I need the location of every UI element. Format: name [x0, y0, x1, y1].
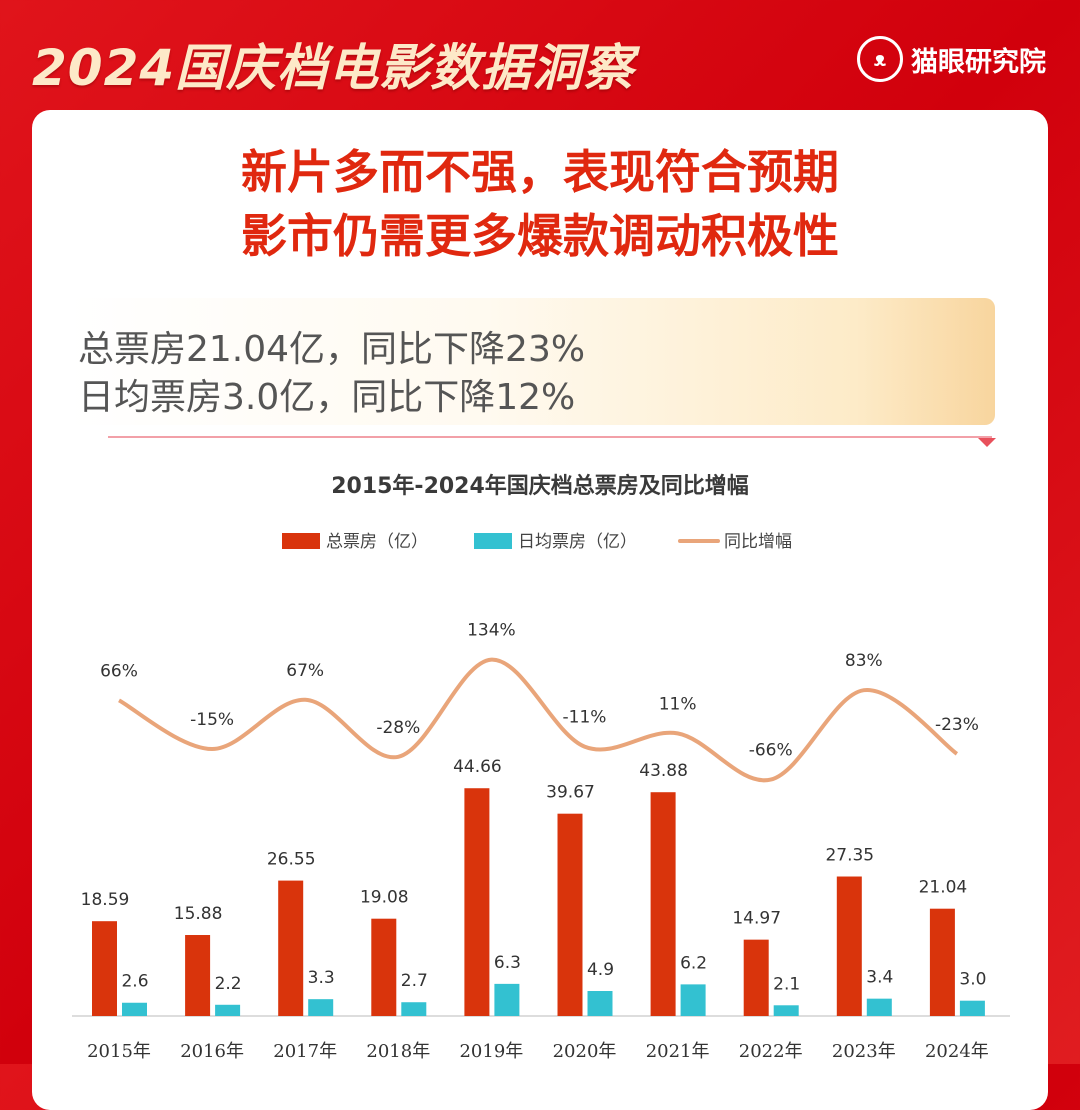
x-tick-label: 2020年 — [553, 1041, 617, 1062]
bar-label-daily: 3.0 — [959, 970, 986, 990]
growth-line — [118, 657, 959, 783]
growth-label: 83% — [845, 651, 883, 671]
bar-daily — [494, 983, 520, 1016]
bar-label-daily: 6.3 — [494, 953, 521, 973]
bar-daily — [587, 991, 613, 1016]
x-tick-label: 2022年 — [739, 1041, 803, 1062]
bar-label-total: 26.55 — [267, 850, 316, 870]
headline-line-2: 影市仍需更多爆款调动积极性 — [241, 209, 839, 263]
x-tick-label: 2021年 — [646, 1041, 710, 1062]
bar-total — [278, 880, 304, 1016]
x-tick-label: 2015年 — [87, 1041, 151, 1062]
legend-label-total: 总票房（亿） — [326, 532, 428, 552]
bar-label-total: 14.97 — [732, 909, 781, 929]
growth-label: 66% — [100, 661, 138, 681]
bar-label-total: 21.04 — [919, 878, 968, 898]
legend-swatch-total — [282, 533, 320, 549]
bar-total — [929, 908, 955, 1016]
triangle-marker-icon — [978, 438, 996, 447]
bar-total — [92, 921, 117, 1016]
bar-total — [743, 939, 769, 1016]
summary-daily: 日均票房3.0亿，同比下降12% — [78, 377, 576, 418]
bar-label-daily: 2.1 — [773, 974, 800, 994]
bar-label-daily: 2.2 — [215, 974, 242, 994]
page-title: 2024国庆档电影数据洞察 — [32, 39, 635, 97]
legend-label-daily: 日均票房（亿） — [518, 532, 637, 552]
bar-label-total: 43.88 — [639, 761, 688, 781]
bar-label-total: 39.67 — [546, 783, 595, 803]
bar-daily — [680, 984, 706, 1016]
chart-title: 2015年-2024年国庆档总票房及同比增幅 — [331, 473, 749, 499]
bar-label-total: 44.66 — [453, 757, 502, 777]
bar-daily — [401, 1002, 427, 1016]
bar-daily — [866, 998, 892, 1016]
bar-total — [371, 918, 397, 1016]
x-tick-label: 2018年 — [366, 1041, 430, 1062]
bar-label-daily: 3.4 — [866, 968, 893, 988]
growth-label: 134% — [467, 621, 516, 641]
growth-label: 11% — [659, 694, 697, 714]
growth-label: -66% — [749, 741, 793, 761]
bar-total — [650, 792, 676, 1016]
bar-total — [464, 788, 490, 1016]
bar-total — [836, 876, 862, 1016]
bar-label-daily: 3.3 — [308, 968, 335, 988]
x-tick-label: 2016年 — [180, 1041, 244, 1062]
bar-daily — [215, 1004, 241, 1016]
bar-label-daily: 2.6 — [121, 972, 148, 992]
bar-label-total: 18.59 — [81, 890, 130, 910]
bar-daily — [959, 1000, 985, 1016]
brand-name: 猫眼研究院 — [911, 46, 1046, 78]
x-tick-label: 2019年 — [459, 1041, 523, 1062]
bar-label-daily: 6.2 — [680, 953, 707, 973]
headline: 新片多而不强，表现符合预期 影市仍需更多爆款调动积极性 — [0, 140, 1080, 268]
summary-total: 总票房21.04亿，同比下降23% — [78, 329, 586, 370]
bar-daily — [773, 1005, 799, 1016]
headline-line-1: 新片多而不强，表现符合预期 — [241, 145, 839, 199]
x-tick-label: 2024年 — [925, 1041, 989, 1062]
legend-label-growth: 同比增幅 — [724, 532, 792, 552]
summary-box: 总票房21.04亿，同比下降23% 日均票房3.0亿，同比下降12% — [68, 298, 995, 425]
bar-daily — [122, 1002, 147, 1016]
x-tick-label: 2017年 — [273, 1041, 337, 1062]
bar-label-total: 19.08 — [360, 888, 409, 908]
bar-daily — [308, 999, 334, 1016]
bar-label-total: 27.35 — [825, 846, 874, 866]
growth-label: -28% — [376, 718, 420, 738]
bar-label-total: 15.88 — [174, 904, 223, 924]
bar-total — [185, 935, 211, 1016]
x-tick-label: 2023年 — [832, 1041, 896, 1062]
cat-logo-icon: ᴥ — [857, 36, 903, 82]
bar-label-daily: 2.7 — [401, 971, 428, 991]
growth-label: -11% — [563, 708, 607, 728]
growth-label: -23% — [935, 715, 979, 735]
growth-label: -15% — [190, 710, 234, 730]
legend-swatch-daily — [474, 533, 512, 549]
growth-label: 67% — [286, 661, 324, 681]
bar-total — [557, 813, 583, 1016]
divider — [108, 436, 992, 438]
brand-logo: ᴥ 猫眼研究院 — [857, 36, 1046, 82]
bar-label-daily: 4.9 — [587, 960, 614, 980]
